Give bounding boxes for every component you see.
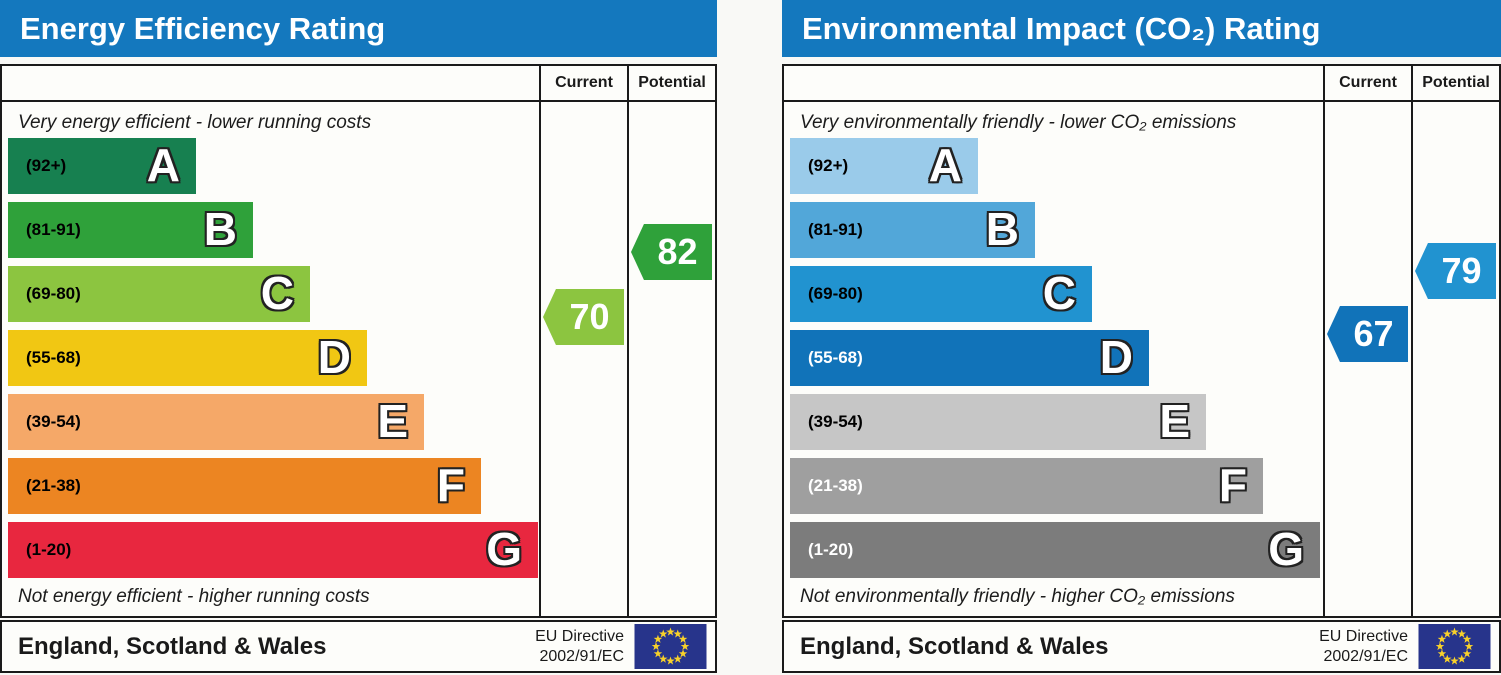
band-a: (92+) A xyxy=(790,138,978,194)
eu-directive-line1: EU Directive xyxy=(535,627,624,645)
band-f: (21-38) F xyxy=(790,458,1263,514)
chart-title: Environmental Impact (CO₂) Rating xyxy=(782,0,1501,57)
rating-scale-header-cell xyxy=(784,66,1323,102)
band-letter: C xyxy=(1042,267,1076,320)
band-f: (21-38) F xyxy=(8,458,481,514)
band-range-label: (55-68) xyxy=(808,348,863,367)
potential-column-header: Potential xyxy=(627,66,715,102)
current-rating-value: 70 xyxy=(569,296,610,337)
band-letter: G xyxy=(1268,523,1304,576)
band-range-label: (21-38) xyxy=(26,476,81,495)
potential-rating-arrow: 79 xyxy=(1415,243,1496,299)
band-letter: A xyxy=(146,139,180,192)
band-letter: E xyxy=(1159,395,1190,448)
band-range-label: (21-38) xyxy=(808,476,863,495)
chart-footer: England, Scotland & Wales EU Directive 2… xyxy=(782,620,1501,673)
eu-flag xyxy=(634,624,707,669)
rating-bands-area: Very energy efficient - lower running co… xyxy=(2,102,539,616)
band-b: (81-91) B xyxy=(790,202,1035,258)
energy-efficiency-chart: Energy Efficiency Rating Current Potenti… xyxy=(0,0,717,673)
band-a: (92+) A xyxy=(8,138,196,194)
potential-rating-value: 82 xyxy=(657,231,698,272)
band-letter: D xyxy=(1099,331,1133,384)
current-column: 67 xyxy=(1323,102,1411,616)
band-letter: C xyxy=(260,267,294,320)
potential-column-header: Potential xyxy=(1411,66,1499,102)
band-range-label: (92+) xyxy=(808,156,849,175)
bottom-caption: Not energy efficient - higher running co… xyxy=(18,586,370,607)
band-range-label: (39-54) xyxy=(26,412,81,431)
band-range-label: (1-20) xyxy=(26,540,72,559)
band-range-label: (92+) xyxy=(26,156,67,175)
band-letter: F xyxy=(436,459,465,512)
band-d: (55-68) D xyxy=(790,330,1149,386)
potential-rating-value: 79 xyxy=(1441,250,1482,291)
potential-column: 79 xyxy=(1411,102,1499,616)
region-label: England, Scotland & Wales xyxy=(18,632,327,660)
band-range-label: (69-80) xyxy=(26,284,81,303)
band-c: (69-80) C xyxy=(8,266,310,322)
rating-scale-header-cell xyxy=(2,66,539,102)
band-letter: B xyxy=(985,203,1019,256)
current-column: 70 xyxy=(539,102,627,616)
band-e: (39-54) E xyxy=(8,394,424,450)
band-range-label: (55-68) xyxy=(26,348,81,367)
band-letter: A xyxy=(928,139,962,192)
eu-directive-line2: 2002/91/EC xyxy=(1323,647,1408,665)
band-letter: F xyxy=(1218,459,1247,512)
potential-rating-arrow: 82 xyxy=(631,224,712,280)
band-letter: E xyxy=(377,395,408,448)
bottom-caption: Not environmentally friendly - higher CO… xyxy=(800,586,1235,607)
chart-title: Energy Efficiency Rating xyxy=(0,0,717,57)
current-column-header: Current xyxy=(1323,66,1411,102)
current-rating-arrow: 67 xyxy=(1327,306,1408,362)
potential-column: 82 xyxy=(627,102,715,616)
band-c: (69-80) C xyxy=(790,266,1092,322)
current-rating-value: 67 xyxy=(1353,313,1394,354)
band-letter: B xyxy=(203,203,237,256)
band-letter: D xyxy=(317,331,351,384)
band-letter: G xyxy=(486,523,522,576)
band-g: (1-20) G xyxy=(790,522,1320,578)
rating-bands-area: Very environmentally friendly - lower CO… xyxy=(784,102,1323,616)
chart-footer: England, Scotland & Wales EU Directive 2… xyxy=(0,620,717,673)
eu-directive-line1: EU Directive xyxy=(1319,627,1408,645)
environmental-impact-chart: Environmental Impact (CO₂) Rating Curren… xyxy=(782,0,1501,673)
band-range-label: (39-54) xyxy=(808,412,863,431)
eu-directive-text: EU Directive 2002/91/EC xyxy=(1319,627,1408,667)
band-e: (39-54) E xyxy=(790,394,1206,450)
rating-table: Current Potential Very environmentally f… xyxy=(782,64,1501,618)
band-range-label: (81-91) xyxy=(808,220,863,239)
top-caption: Very energy efficient - lower running co… xyxy=(18,112,372,133)
band-range-label: (69-80) xyxy=(808,284,863,303)
top-caption: Very environmentally friendly - lower CO… xyxy=(800,112,1237,133)
rating-table: Current Potential Very energy efficient … xyxy=(0,64,717,618)
band-g: (1-20) G xyxy=(8,522,538,578)
band-b: (81-91) B xyxy=(8,202,253,258)
eu-directive-line2: 2002/91/EC xyxy=(539,647,624,665)
eu-flag xyxy=(1418,624,1491,669)
band-range-label: (81-91) xyxy=(26,220,81,239)
region-label: England, Scotland & Wales xyxy=(800,632,1109,660)
current-rating-arrow: 70 xyxy=(543,289,624,345)
current-column-header: Current xyxy=(539,66,627,102)
band-range-label: (1-20) xyxy=(808,540,854,559)
eu-directive-text: EU Directive 2002/91/EC xyxy=(535,627,624,667)
band-d: (55-68) D xyxy=(8,330,367,386)
